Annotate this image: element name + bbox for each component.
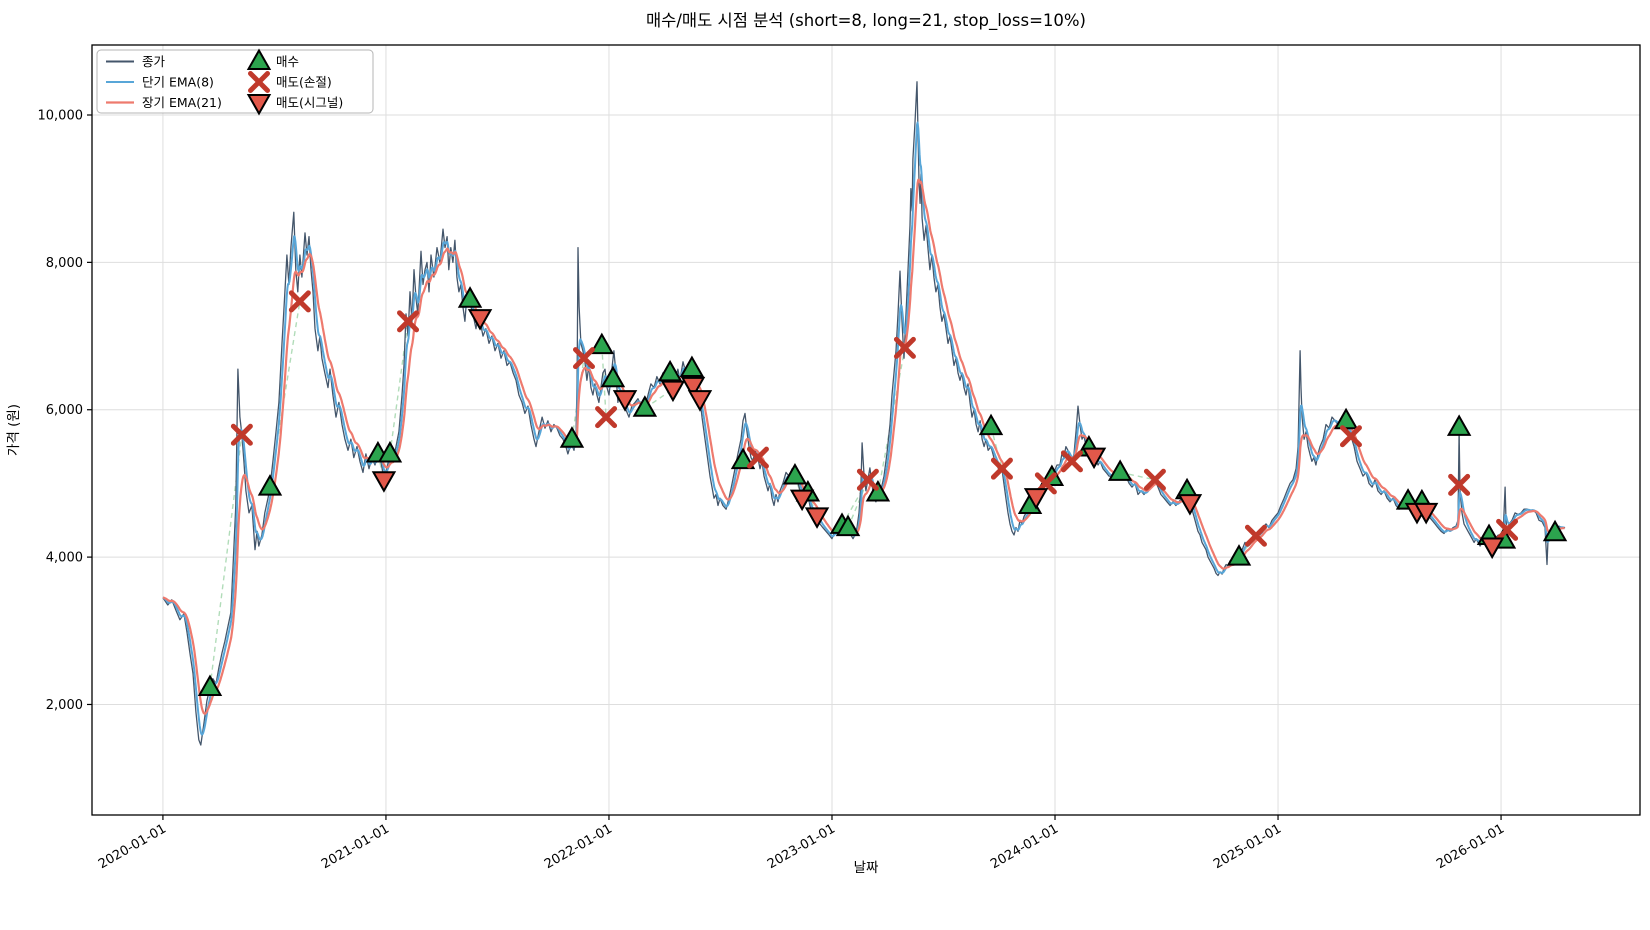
signal-sell-marker [660,380,686,403]
legend-label: 장기 EMA(21) [142,95,222,110]
x-tick-label: 2021-01-01 [319,821,392,872]
buy-marker [632,395,658,417]
buy-marker [1226,544,1252,566]
signal-sell-marker [467,309,493,331]
trade-markers [197,286,1568,697]
stop-loss-marker [746,446,769,469]
buy-marker [782,463,808,485]
stop-loss-marker [1339,425,1362,448]
buy-marker [730,447,756,470]
buy-marker [377,440,403,463]
signal-sell-marker [680,376,706,399]
stop-loss-marker [1244,524,1267,547]
buy-marker [457,286,483,308]
stop-loss-marker [230,423,253,446]
signal-sell-marker [687,390,713,412]
stop-loss-marker [572,347,595,370]
y-tick-label: 6,000 [46,403,83,418]
legend-signal-icon [246,94,272,116]
buy-marker [1446,414,1472,436]
buy-marker [835,514,861,537]
legend-label: 종가 [142,54,166,69]
buy-marker [559,426,585,448]
signal-sell-marker [1023,488,1049,510]
x-tick-label: 2024-01-01 [988,821,1061,872]
x-tick-label: 2020-01-01 [96,821,169,872]
buy-marker [589,332,615,355]
x-tick-label: 2023-01-01 [765,821,838,872]
legend-label: 단기 EMA(8) [142,75,214,90]
signal-sell-marker [371,471,397,493]
y-axis-label: 가격 (원) [6,404,22,456]
stop-loss-marker [1496,518,1519,541]
signal-sell-marker [1081,447,1107,470]
stop-loss-marker [288,290,311,313]
buy-marker [657,359,683,382]
legend-stoploss-icon [248,71,270,93]
buy-marker [600,365,626,388]
stop-loss-marker [1060,450,1083,473]
legend-label: 매수 [276,54,299,69]
x-tick-label: 2022-01-01 [542,821,615,872]
signal-sell-marker [612,390,638,412]
x-tick-label: 2025-01-01 [1211,821,1284,872]
signal-sell-marker [804,507,830,529]
buy-marker [865,479,891,502]
stop-loss-marker [893,336,916,359]
signal-sell-marker [1479,537,1505,560]
signal-sell-marker [1177,494,1203,516]
buy-marker [679,355,705,377]
buy-marker [1107,459,1133,481]
buy-marker [197,674,223,697]
stop-loss-marker [397,310,420,333]
y-tick-label: 4,000 [46,551,83,566]
buy-marker [1542,519,1568,542]
stop-loss-marker [856,468,879,491]
y-tick-label: 2,000 [46,698,83,713]
y-tick-label: 8,000 [46,256,83,271]
signal-sell-marker [789,489,815,512]
buy-marker [978,413,1004,436]
stop-loss-marker [595,406,618,429]
legend-label: 매도(시그널) [276,95,343,110]
grid-lines [92,45,1640,815]
legend-label: 매도(손절) [276,75,332,90]
stop-loss-marker [990,457,1013,480]
series-lines [162,81,1566,746]
legend-buy-icon [246,48,272,70]
y-tick-label: 10,000 [38,109,84,124]
buy-marker [1333,407,1359,430]
x-tick-label: 2026-01-01 [1434,821,1507,872]
chart-title: 매수/매도 시점 분석 (short=8, long=21, stop_loss… [646,11,1086,31]
x-axis-label: 날짜 [854,860,879,876]
stop-loss-marker [1143,468,1166,491]
stop-loss-marker [1448,473,1471,496]
buy-marker [257,474,283,496]
signal-sell-marker [1413,502,1439,525]
